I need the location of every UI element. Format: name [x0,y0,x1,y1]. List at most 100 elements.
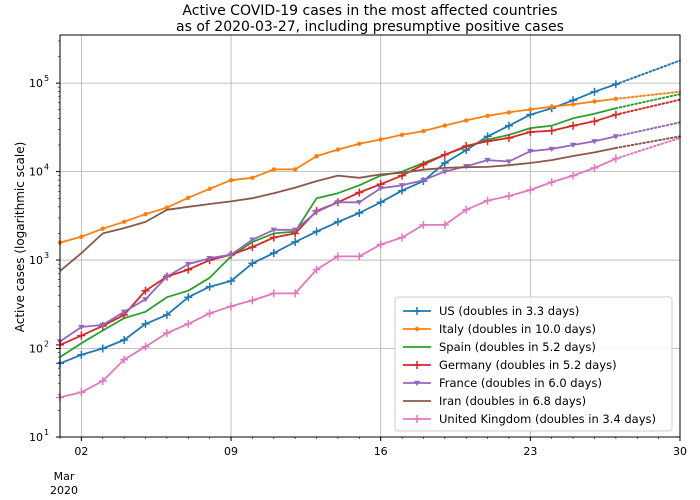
series-italy-marker [378,137,383,142]
series-france-marker [227,252,235,258]
series-italy-marker [271,167,276,172]
legend-germany: Germany (doubles in 5.2 days) [403,358,617,372]
series-germany-marker [141,286,150,295]
x-tick-label: 16 [374,445,388,458]
series-united-kingdom-marker [141,342,150,351]
series-us-projection [614,59,681,86]
series-italy-marker [528,107,533,112]
series-germany-marker [440,150,449,159]
series-united-kingdom-marker [462,205,471,214]
series-united-kingdom-projection [614,136,681,160]
series-france-marker [99,322,106,328]
y-tick-label: 10 [29,431,43,444]
x-tick-label: 02 [74,445,88,458]
series-france-marker [420,177,427,184]
series-france-marker [78,324,85,331]
series-iran-projection [614,135,681,149]
series-iran-line [59,147,617,272]
legend-italy: Italy (doubles in 10.0 days) [403,322,596,336]
series-italy-marker [164,205,170,210]
series-united-kingdom-marker [611,154,620,163]
series-italy-marker [506,110,512,115]
series-us-marker [291,238,300,247]
series-us-marker [269,249,278,258]
x-tick-label: 09 [224,445,238,458]
series-united-kingdom-marker [248,296,257,305]
series-united-kingdom-marker [569,171,578,180]
series-germany-marker [269,233,278,242]
series-germany-marker [590,117,599,126]
series-france-marker [484,157,491,164]
series-us-marker [184,293,193,302]
legend: US (doubles in 3.3 days) Italy (doubles i… [394,296,673,432]
legend-germany-label: Germany (doubles in 5.2 days) [439,358,617,372]
y-tick-exponent: 5 [44,74,49,83]
series-france-marker [569,142,577,148]
series-us-marker [440,159,449,168]
series-us-marker [141,319,150,328]
y-tick-label: 10 [29,343,43,356]
series-us-marker [526,110,535,119]
y-tick-exponent: 1 [44,428,49,437]
legend-iran-label: Iran (doubles in 6.8 days) [439,394,586,408]
x-period-year: 2020 [50,484,78,497]
series-italy-marker [335,147,341,152]
series-france-marker [548,146,555,153]
legend-us-label: US (doubles in 3.3 days) [439,304,579,318]
series-france-marker [313,209,320,215]
series-united-kingdom-marker [504,191,513,200]
series-us-marker [227,276,236,285]
series-united-kingdom-marker [312,265,321,274]
series-france-marker [206,255,213,262]
series-germany-marker [77,331,86,340]
series-italy-marker [186,195,191,200]
series-united-kingdom-marker [590,163,599,172]
series-us-marker [77,350,86,359]
y-tick-exponent: 4 [44,163,49,172]
x-tick-label: 23 [523,445,537,458]
series-us-marker [333,217,342,226]
y-tick-label: 10 [29,254,43,267]
series-germany-marker [248,243,257,252]
series-united-kingdom-marker [376,240,385,249]
chart-title-line-1: Active COVID-19 cases in the most affect… [182,3,557,19]
series-france-marker [356,200,363,206]
series-france-marker [142,297,149,303]
series-france-marker [377,185,384,192]
series-united-kingdom-marker [526,185,535,194]
series-us-marker [504,121,513,130]
legend-united-kingdom-label: United Kingdom (doubles in 3.4 days) [439,412,656,426]
series-united-kingdom-marker [419,220,428,229]
series-us-marker [120,335,129,344]
series-united-kingdom-marker [333,252,342,261]
series-united-kingdom-marker [291,289,300,298]
legend-spain: Spain (doubles in 5.2 days) [403,340,596,354]
series-united-kingdom-marker [269,289,278,298]
series-france-marker [505,159,513,165]
series-italy-marker [79,234,84,239]
series-germany-marker [483,137,492,146]
series-italy-marker [207,186,212,192]
series-united-kingdom-marker [120,355,129,364]
series-italy-marker [399,132,405,137]
series-germany-marker [547,126,556,135]
legend-spain-label: Spain (doubles in 5.2 days) [439,340,596,354]
series-italy-marker [121,219,127,225]
series-italy-marker [292,167,298,172]
legend-france: France (doubles in 6.0 days) [403,376,602,390]
series-united-kingdom [56,154,620,402]
series-france-marker [334,200,342,206]
data-series [56,80,620,402]
series-us-marker [162,310,171,319]
series-germany-projection [614,98,681,116]
series-united-kingdom-marker [227,302,236,311]
series-france-marker [163,274,171,280]
series-france-marker [291,227,299,233]
series-france-marker [185,261,192,268]
series-us-marker [376,198,385,207]
series-united-kingdom-marker [162,328,171,337]
legend-united-kingdom-marker [413,415,421,423]
y-axis-label: Active cases (logarithmic scale) [13,142,27,333]
series-us-marker [98,344,107,353]
series-us-marker [248,259,257,268]
